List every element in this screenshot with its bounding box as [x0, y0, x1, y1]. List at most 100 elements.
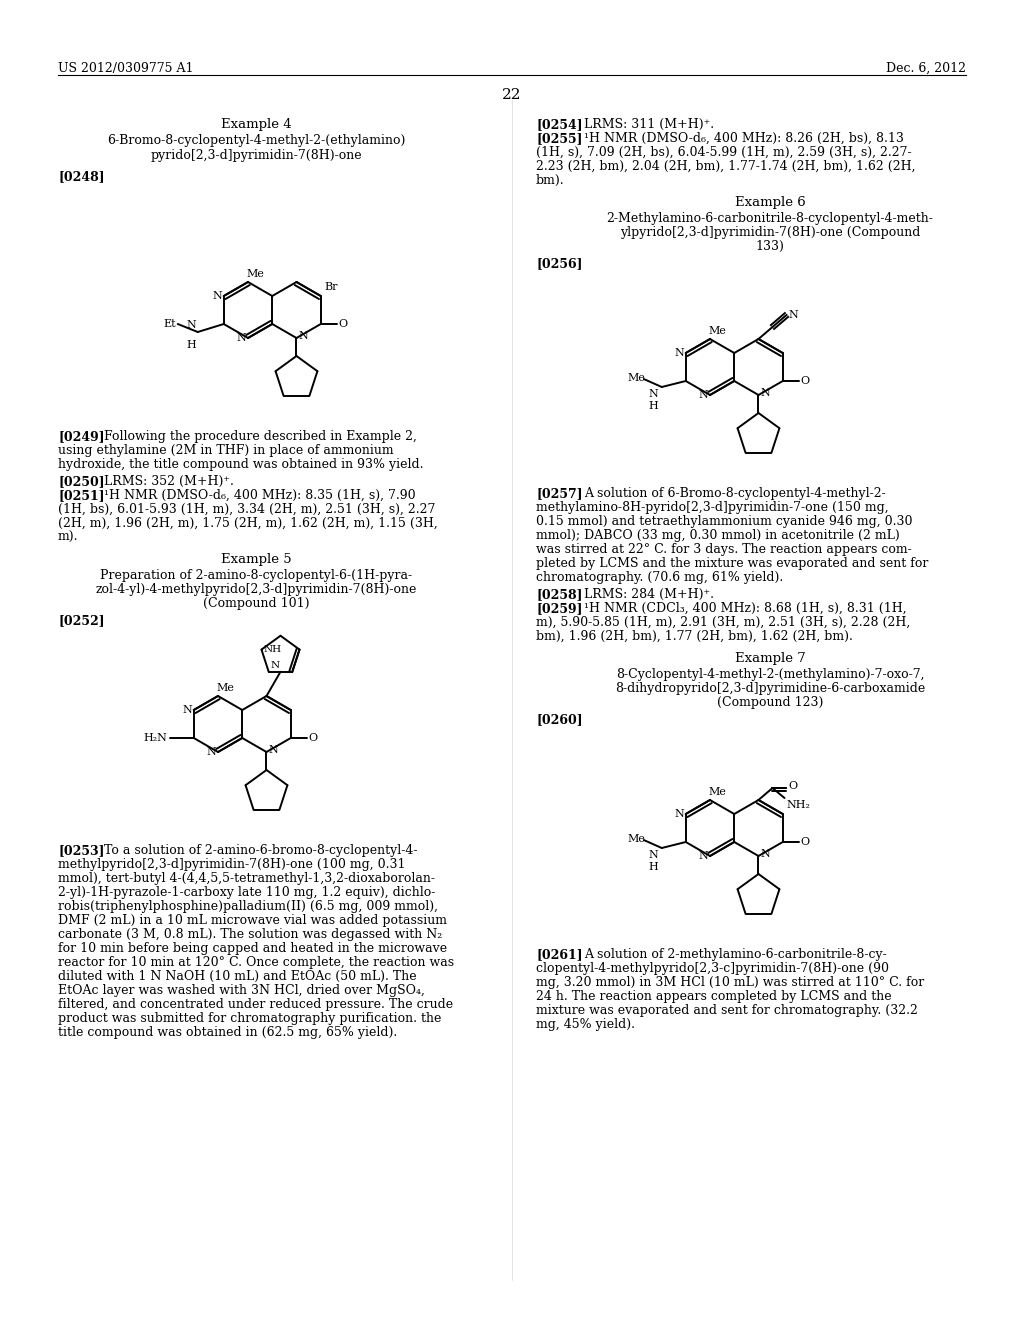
Text: Following the procedure described in Example 2,: Following the procedure described in Exa… — [104, 430, 417, 444]
Text: mg, 45% yield).: mg, 45% yield). — [536, 1018, 635, 1031]
Text: filtered, and concentrated under reduced pressure. The crude: filtered, and concentrated under reduced… — [58, 998, 454, 1011]
Text: N: N — [270, 661, 280, 671]
Text: using ethylamine (2M in THF) in place of ammonium: using ethylamine (2M in THF) in place of… — [58, 444, 393, 457]
Text: N: N — [206, 747, 216, 756]
Text: (1H, bs), 6.01-5.93 (1H, m), 3.34 (2H, m), 2.51 (3H, s), 2.27: (1H, bs), 6.01-5.93 (1H, m), 3.34 (2H, m… — [58, 503, 435, 516]
Text: pyrido[2,3-d]pyrimidin-7(8H)-one: pyrido[2,3-d]pyrimidin-7(8H)-one — [151, 149, 361, 162]
Text: [0256]: [0256] — [536, 257, 583, 271]
Text: N: N — [761, 849, 770, 859]
Text: mixture was evaporated and sent for chromatography. (32.2: mixture was evaporated and sent for chro… — [536, 1005, 918, 1016]
Text: [0252]: [0252] — [58, 614, 104, 627]
Text: N: N — [182, 705, 191, 715]
Text: (Compound 101): (Compound 101) — [203, 597, 309, 610]
Text: 6-Bromo-8-cyclopentyl-4-methyl-2-(ethylamino): 6-Bromo-8-cyclopentyl-4-methyl-2-(ethyla… — [106, 135, 406, 147]
Text: robis(triphenylphosphine)palladium(II) (6.5 mg, 009 mmol),: robis(triphenylphosphine)palladium(II) (… — [58, 900, 438, 913]
Text: hydroxide, the title compound was obtained in 93% yield.: hydroxide, the title compound was obtain… — [58, 458, 424, 471]
Text: N: N — [186, 319, 196, 330]
Text: Br: Br — [325, 282, 338, 292]
Text: H: H — [648, 401, 657, 411]
Text: Me: Me — [708, 326, 726, 337]
Text: 2.23 (2H, bm), 2.04 (2H, bm), 1.77-1.74 (2H, bm), 1.62 (2H,: 2.23 (2H, bm), 2.04 (2H, bm), 1.77-1.74 … — [536, 160, 915, 173]
Text: LRMS: 284 (M+H)⁺.: LRMS: 284 (M+H)⁺. — [584, 587, 714, 601]
Text: 133): 133) — [756, 240, 784, 253]
Text: N: N — [698, 389, 708, 400]
Text: N: N — [788, 310, 799, 319]
Text: N: N — [648, 389, 657, 399]
Text: ¹H NMR (DMSO-d₆, 400 MHz): 8.26 (2H, bs), 8.13: ¹H NMR (DMSO-d₆, 400 MHz): 8.26 (2H, bs)… — [584, 132, 904, 145]
Text: [0257]: [0257] — [536, 487, 583, 500]
Text: H: H — [648, 862, 657, 873]
Text: O: O — [339, 319, 348, 329]
Text: 2-Methylamino-6-carbonitrile-8-cyclopentyl-4-meth-: 2-Methylamino-6-carbonitrile-8-cyclopent… — [606, 213, 934, 224]
Text: N: N — [212, 290, 222, 301]
Text: (2H, m), 1.96 (2H, m), 1.75 (2H, m), 1.62 (2H, m), 1.15 (3H,: (2H, m), 1.96 (2H, m), 1.75 (2H, m), 1.6… — [58, 517, 437, 531]
Text: 24 h. The reaction appears completed by LCMS and the: 24 h. The reaction appears completed by … — [536, 990, 892, 1003]
Text: [0259]: [0259] — [536, 602, 583, 615]
Text: A solution of 2-methylamino-6-carbonitrile-8-cy-: A solution of 2-methylamino-6-carbonitri… — [584, 948, 887, 961]
Text: [0251]: [0251] — [58, 488, 104, 502]
Text: Example 7: Example 7 — [734, 652, 805, 665]
Text: A solution of 6-Bromo-8-cyclopentyl-4-methyl-2-: A solution of 6-Bromo-8-cyclopentyl-4-me… — [584, 487, 886, 500]
Text: [0255]: [0255] — [536, 132, 583, 145]
Text: 8-dihydropyrido[2,3-d]pyrimidine-6-carboxamide: 8-dihydropyrido[2,3-d]pyrimidine-6-carbo… — [614, 682, 925, 696]
Text: [0260]: [0260] — [536, 713, 583, 726]
Text: EtOAc layer was washed with 3N HCl, dried over MgSO₄,: EtOAc layer was washed with 3N HCl, drie… — [58, 983, 425, 997]
Text: DMF (2 mL) in a 10 mL microwave vial was added potassium: DMF (2 mL) in a 10 mL microwave vial was… — [58, 913, 447, 927]
Text: was stirred at 22° C. for 3 days. The reaction appears com-: was stirred at 22° C. for 3 days. The re… — [536, 543, 911, 556]
Text: product was submitted for chromatography purification. the: product was submitted for chromatography… — [58, 1012, 441, 1026]
Text: chromatography. (70.6 mg, 61% yield).: chromatography. (70.6 mg, 61% yield). — [536, 572, 783, 583]
Text: [0261]: [0261] — [536, 948, 583, 961]
Text: Me: Me — [628, 374, 646, 383]
Text: bm).: bm). — [536, 174, 564, 187]
Text: carbonate (3 M, 0.8 mL). The solution was degassed with N₂: carbonate (3 M, 0.8 mL). The solution wa… — [58, 928, 442, 941]
Text: (Compound 123): (Compound 123) — [717, 696, 823, 709]
Text: Et: Et — [163, 319, 176, 329]
Text: [0254]: [0254] — [536, 117, 583, 131]
Text: O: O — [309, 733, 317, 743]
Text: LRMS: 311 (M+H)⁺.: LRMS: 311 (M+H)⁺. — [584, 117, 714, 131]
Text: [0253]: [0253] — [58, 843, 104, 857]
Text: To a solution of 2-amino-6-bromo-8-cyclopentyl-4-: To a solution of 2-amino-6-bromo-8-cyclo… — [104, 843, 418, 857]
Text: reactor for 10 min at 120° C. Once complete, the reaction was: reactor for 10 min at 120° C. Once compl… — [58, 956, 454, 969]
Text: m), 5.90-5.85 (1H, m), 2.91 (3H, m), 2.51 (3H, s), 2.28 (2H,: m), 5.90-5.85 (1H, m), 2.91 (3H, m), 2.5… — [536, 616, 910, 630]
Text: N: N — [674, 809, 684, 818]
Text: N: N — [761, 388, 770, 399]
Text: pleted by LCMS and the mixture was evaporated and sent for: pleted by LCMS and the mixture was evapo… — [536, 557, 929, 570]
Text: [0249]: [0249] — [58, 430, 104, 444]
Text: Example 4: Example 4 — [221, 117, 291, 131]
Text: Dec. 6, 2012: Dec. 6, 2012 — [886, 62, 966, 75]
Text: N: N — [648, 850, 657, 861]
Text: NH: NH — [263, 645, 282, 655]
Text: [0248]: [0248] — [58, 170, 104, 183]
Text: N: N — [237, 333, 246, 343]
Text: Me: Me — [216, 682, 233, 693]
Text: ¹H NMR (DMSO-d₆, 400 MHz): 8.35 (1H, s), 7.90: ¹H NMR (DMSO-d₆, 400 MHz): 8.35 (1H, s),… — [104, 488, 416, 502]
Text: bm), 1.96 (2H, bm), 1.77 (2H, bm), 1.62 (2H, bm).: bm), 1.96 (2H, bm), 1.77 (2H, bm), 1.62 … — [536, 630, 853, 643]
Text: Me: Me — [628, 834, 646, 843]
Text: O: O — [788, 781, 798, 791]
Text: N: N — [268, 744, 279, 755]
Text: Me: Me — [708, 787, 726, 797]
Text: methylamino-8H-pyrido[2,3-d]pyrimidin-7-one (150 mg,: methylamino-8H-pyrido[2,3-d]pyrimidin-7-… — [536, 502, 889, 513]
Text: [0250]: [0250] — [58, 475, 104, 488]
Text: 2-yl)-1H-pyrazole-1-carboxy late 110 mg, 1.2 equiv), dichlo-: 2-yl)-1H-pyrazole-1-carboxy late 110 mg,… — [58, 886, 435, 899]
Text: Preparation of 2-amino-8-cyclopentyl-6-(1H-pyra-: Preparation of 2-amino-8-cyclopentyl-6-(… — [100, 569, 412, 582]
Text: Me: Me — [246, 269, 264, 279]
Text: for 10 min before being capped and heated in the microwave: for 10 min before being capped and heate… — [58, 942, 447, 954]
Text: US 2012/0309775 A1: US 2012/0309775 A1 — [58, 62, 194, 75]
Text: diluted with 1 N NaOH (10 mL) and EtOAc (50 mL). The: diluted with 1 N NaOH (10 mL) and EtOAc … — [58, 970, 417, 983]
Text: 8-Cyclopentyl-4-methyl-2-(methylamino)-7-oxo-7,: 8-Cyclopentyl-4-methyl-2-(methylamino)-7… — [615, 668, 925, 681]
Text: mg, 3.20 mmol) in 3M HCl (10 mL) was stirred at 110° C. for: mg, 3.20 mmol) in 3M HCl (10 mL) was sti… — [536, 975, 925, 989]
Text: O: O — [801, 376, 810, 385]
Text: mmol), tert-butyl 4-(4,4,5,5-tetramethyl-1,3,2-dioxaborolan-: mmol), tert-butyl 4-(4,4,5,5-tetramethyl… — [58, 873, 435, 884]
Text: 0.15 mmol) and tetraethylammonium cyanide 946 mg, 0.30: 0.15 mmol) and tetraethylammonium cyanid… — [536, 515, 912, 528]
Text: methylpyrido[2,3-d]pyrimidin-7(8H)-one (100 mg, 0.31: methylpyrido[2,3-d]pyrimidin-7(8H)-one (… — [58, 858, 406, 871]
Text: zol-4-yl)-4-methylpyrido[2,3-d]pyrimidin-7(8H)-one: zol-4-yl)-4-methylpyrido[2,3-d]pyrimidin… — [95, 583, 417, 597]
Text: N: N — [674, 348, 684, 358]
Text: N: N — [698, 851, 708, 861]
Text: H: H — [186, 341, 196, 350]
Text: Example 6: Example 6 — [734, 195, 805, 209]
Text: mmol); DABCO (33 mg, 0.30 mmol) in acetonitrile (2 mL): mmol); DABCO (33 mg, 0.30 mmol) in aceto… — [536, 529, 900, 543]
Text: m).: m). — [58, 531, 79, 544]
Text: O: O — [801, 837, 810, 847]
